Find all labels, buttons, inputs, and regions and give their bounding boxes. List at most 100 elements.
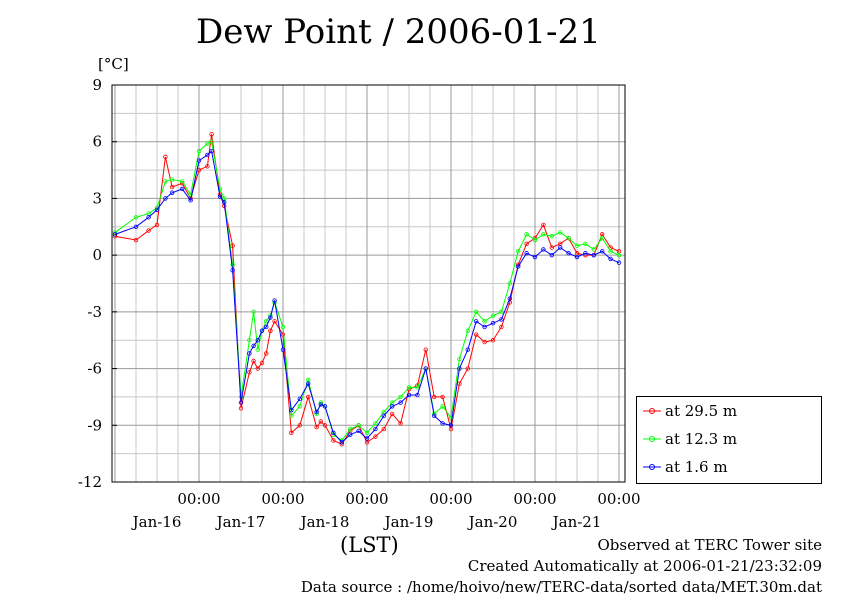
data-point	[398, 421, 403, 426]
data-point	[549, 252, 554, 258]
data-point	[423, 347, 428, 352]
data-point	[205, 152, 210, 158]
data-point	[364, 430, 370, 436]
data-point	[169, 184, 175, 190]
data-point	[356, 428, 361, 434]
data-point	[314, 424, 319, 430]
data-point	[482, 324, 487, 330]
data-point	[331, 430, 336, 436]
data-point	[608, 256, 613, 262]
legend: at 29.5 m at 12.3 m at 1.6 m	[636, 396, 822, 484]
data-point	[549, 234, 554, 239]
y-tick-label: 6	[92, 133, 102, 151]
data-point	[238, 400, 244, 405]
x-tick-date: Jan-19	[383, 513, 434, 531]
data-point	[524, 251, 529, 256]
data-point	[154, 207, 160, 212]
data-point	[154, 222, 160, 228]
data-point	[532, 254, 538, 260]
data-point	[196, 158, 202, 163]
data-point	[457, 356, 462, 362]
data-point	[423, 366, 428, 371]
legend-marker	[643, 436, 661, 442]
data-point	[591, 247, 596, 252]
data-point	[230, 243, 235, 248]
data-point	[356, 423, 361, 428]
data-point	[549, 245, 554, 250]
legend-item: at 1.6 m	[643, 457, 728, 477]
x-tick-time: 00:00	[177, 490, 220, 508]
x-tick-time: 00:00	[261, 490, 304, 508]
data-point	[398, 400, 403, 405]
data-point	[381, 413, 386, 419]
data-point	[474, 319, 479, 324]
data-point	[465, 328, 470, 333]
x-tick-date: Jan-21	[551, 513, 602, 531]
data-point	[230, 268, 235, 273]
series-line	[114, 150, 620, 444]
data-point	[264, 351, 269, 356]
data-point	[499, 317, 504, 322]
data-point	[251, 343, 256, 349]
y-tick-label: 0	[92, 246, 102, 264]
data-point	[566, 251, 571, 256]
data-point	[331, 438, 336, 443]
minor-grid	[112, 85, 625, 482]
data-point	[272, 298, 277, 303]
data-point	[322, 404, 328, 409]
y-axis-unit: [°C]	[98, 55, 129, 73]
data-point	[217, 194, 223, 199]
data-point	[251, 309, 256, 315]
data-point	[314, 409, 319, 415]
x-tick-time: 00:00	[597, 490, 640, 508]
data-point	[297, 423, 302, 428]
data-point	[490, 321, 496, 326]
data-point	[146, 215, 151, 220]
data-point	[297, 396, 302, 402]
data-point	[566, 235, 571, 241]
data-point	[415, 392, 420, 398]
data-point	[188, 198, 193, 203]
legend-label: at 1.6 m	[665, 458, 728, 476]
data-point	[465, 366, 470, 371]
x-tick-date: Jan-17	[215, 513, 266, 531]
data-point	[457, 366, 462, 371]
x-tick-date: Jan-20	[467, 513, 518, 531]
data-point	[490, 338, 496, 343]
data-point	[318, 402, 323, 407]
y-tick-label: -6	[87, 360, 102, 378]
chart-title: Dew Point / 2006-01-21	[196, 12, 601, 52]
data-point	[482, 319, 487, 324]
data-point	[318, 419, 323, 424]
data-point	[541, 222, 546, 228]
data-point	[448, 423, 454, 428]
data-point	[583, 241, 588, 246]
data-point	[490, 313, 496, 318]
y-tick-label: -12	[78, 473, 102, 491]
data-point	[541, 232, 546, 237]
data-point	[432, 394, 437, 400]
data-point	[264, 324, 269, 330]
data-point	[169, 177, 175, 182]
data-point	[255, 347, 260, 352]
y-axis: 9 6 3 0 -3 -6 -9 -12	[78, 76, 117, 491]
legend-marker	[643, 408, 661, 414]
data-point	[432, 413, 437, 419]
data-point	[306, 394, 311, 400]
data-point	[406, 392, 412, 398]
plot-frame	[111, 84, 626, 483]
data-point	[179, 186, 185, 192]
data-point	[440, 404, 445, 409]
data-point	[524, 232, 529, 237]
data-point	[373, 426, 378, 432]
data-point	[306, 381, 311, 386]
data-point	[297, 404, 302, 409]
data-point	[209, 139, 214, 144]
footer-source: Data source : /home/hoivo/new/TERC-data/…	[300, 578, 822, 596]
data-point	[133, 215, 139, 220]
data-point	[289, 407, 294, 413]
data-point	[390, 411, 395, 417]
data-point	[415, 385, 420, 390]
data-point	[390, 404, 395, 409]
